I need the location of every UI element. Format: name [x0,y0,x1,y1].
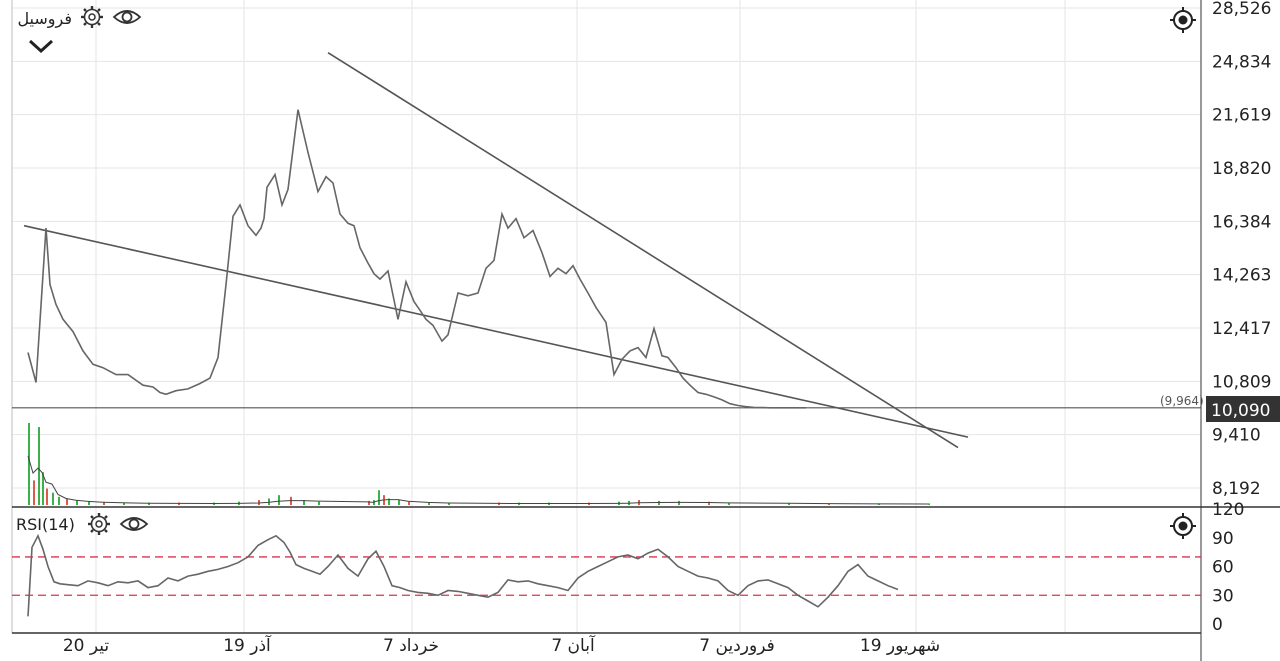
price-tick-label: 18,820 [1212,159,1271,179]
price-tick-label: 8,192 [1212,479,1261,499]
volume-bar [38,427,40,505]
volume-bar [52,492,54,505]
price-tick-label: 16,384 [1212,212,1271,232]
volume-bar [428,502,430,505]
time-tick-label: 19 آذر [223,634,272,656]
volume-bars [28,423,930,505]
price-tick-label: 24,834 [1212,52,1271,72]
time-tick-label: 7 فروردين [699,636,774,656]
volume-bar [268,498,270,505]
gear-icon[interactable] [81,6,103,28]
volume-bar [378,490,380,505]
price-axis: 28,526 24,834 21,619 18,820 16,384 14,263 12,4… [1212,0,1271,499]
volume-bar [66,498,68,505]
volume-bar [148,502,150,505]
time-tick-label: 7 خرداد [383,636,439,656]
rsi-tick-label: 0 [1212,615,1223,635]
time-tick-label: 19 شهريور [860,636,940,656]
volume-bar [58,496,60,505]
volume-bar [448,502,450,505]
rsi-bands [12,556,1201,596]
volume-bar [788,503,790,505]
volume-bar [103,501,105,505]
volume-bar [368,500,370,505]
rsi-label: RSI(14) [16,515,75,534]
price-tick-label: 28,526 [1212,0,1271,19]
rsi-tick-label: 90 [1212,529,1234,549]
volume-bar [28,423,30,505]
trend-line[interactable] [327,51,959,449]
volume-bar [708,501,710,505]
trend-line[interactable] [23,224,969,438]
price-tick-label: 12,417 [1212,319,1271,339]
crosshair-icon[interactable] [1170,513,1196,539]
volume-bar [46,488,48,505]
volume-bar [123,502,125,505]
crosshair-icon[interactable] [1170,7,1196,33]
volume-bar [678,500,680,505]
gear-icon[interactable] [88,513,110,535]
volume-bar [828,503,830,505]
volume-bar [42,472,44,505]
grid [12,0,1201,633]
volume-bar [398,500,400,505]
volume-bar [388,498,390,505]
rsi-tick-label: 30 [1212,586,1234,606]
volume-bar [318,501,320,505]
current-price-label: 10,090 [1211,401,1270,421]
rsi-axis: 120 90 60 30 0 [1212,500,1244,635]
price-tick-label: 21,619 [1212,106,1271,126]
time-axis: 20 تير 19 آذر 7 خرداد 7 آبان 7 فروردين 19 شهر… [63,634,940,656]
price-legend: فروسيل [17,6,142,54]
volume-bar [928,503,930,505]
time-tick-label: 7 آبان [551,634,596,656]
rsi-legend: RSI(14) [16,513,149,535]
rsi-tick-label: 120 [1212,500,1244,520]
rsi-tick-label: 60 [1212,558,1234,578]
volume-bar [33,480,35,505]
volume-bar [278,495,280,505]
current-price-box: 10,090 [1206,396,1280,422]
volume-bar [303,500,305,505]
volume-bar [728,502,730,505]
symbol-label: فروسيل [17,9,72,29]
price-tick-label: 10,809 [1212,372,1271,392]
time-tick-label: 20 تير [63,636,110,656]
previous-price-label: (9,964) [1160,394,1204,408]
price-series-line [27,109,806,409]
trend-lines[interactable] [23,51,969,449]
chevron-down-icon[interactable] [28,39,54,54]
volume-moving-average [27,455,929,505]
rsi-series-line [27,533,899,617]
eye-icon[interactable] [112,10,142,24]
volume-bar [408,501,410,505]
eye-icon[interactable] [119,517,149,531]
price-tick-label: 9,410 [1212,426,1261,446]
volume-bar [88,500,90,505]
volume-bar [76,500,78,505]
panel-borders [11,0,1280,661]
price-tick-label: 14,263 [1212,266,1271,286]
